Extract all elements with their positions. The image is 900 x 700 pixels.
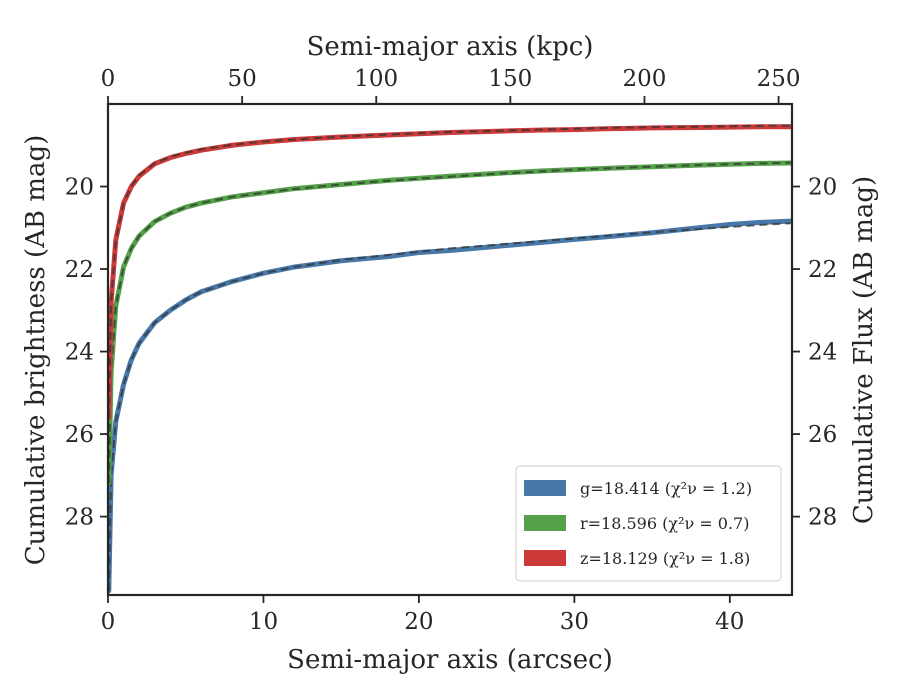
legend-swatch-z — [524, 550, 566, 566]
top-x-tick-label: 100 — [354, 66, 398, 92]
model-line-z — [108, 124, 791, 418]
legend-box — [515, 465, 782, 582]
legend-swatch-r — [524, 515, 566, 531]
x-tick-label: 30 — [560, 609, 589, 635]
y-tick-label: 20 — [65, 175, 94, 201]
legend-label-z: z=18.129 (χ²ν = 1.8) — [580, 549, 750, 568]
right-y-tick-label: 26 — [808, 422, 837, 448]
legend: g=18.414 (χ²ν = 1.2) r=18.596 (χ²ν = 0.7)… — [515, 465, 782, 582]
model-line-g — [108, 222, 791, 591]
right-y-axis-label: Cumulative Flux (AB mag) — [849, 176, 879, 524]
top-x-tick-label: 50 — [227, 66, 256, 92]
x-tick-label: 40 — [715, 609, 744, 635]
right-y-tick-label: 20 — [808, 175, 837, 201]
legend-label-r: r=18.596 (χ²ν = 0.7) — [580, 514, 749, 533]
axes: 0 10 20 30 40 0 50 100 150 200 250 20 20 22 22 24 24 26 26… — [65, 66, 838, 635]
x-tick-label: 0 — [101, 609, 116, 635]
x-tick-label: 20 — [404, 609, 433, 635]
y-tick-label: 22 — [65, 257, 94, 283]
top-x-tick-label: 200 — [623, 66, 667, 92]
right-y-tick-label: 28 — [808, 505, 837, 531]
model-line-r — [108, 161, 791, 484]
x-axis-label: Semi-major axis (arcsec) — [287, 645, 613, 675]
top-x-tick-label: 150 — [488, 66, 532, 92]
y-axis-label: Cumulative brightness (AB mag) — [21, 135, 51, 566]
plot-frame — [106, 102, 794, 597]
right-y-tick-label: 24 — [808, 340, 837, 366]
legend-label-g: g=18.414 (χ²ν = 1.2) — [580, 479, 752, 498]
right-y-tick-label: 22 — [808, 257, 837, 283]
y-tick-label: 28 — [65, 505, 94, 531]
y-tick-label: 26 — [65, 422, 94, 448]
y-tick-label: 24 — [65, 340, 94, 366]
top-x-tick-label: 0 — [101, 66, 116, 92]
top-x-tick-label: 250 — [757, 66, 801, 92]
plot-area — [108, 124, 792, 594]
x-tick-label: 10 — [249, 609, 278, 635]
top-x-axis-label: Semi-major axis (kpc) — [307, 32, 594, 62]
legend-swatch-g — [524, 480, 566, 496]
